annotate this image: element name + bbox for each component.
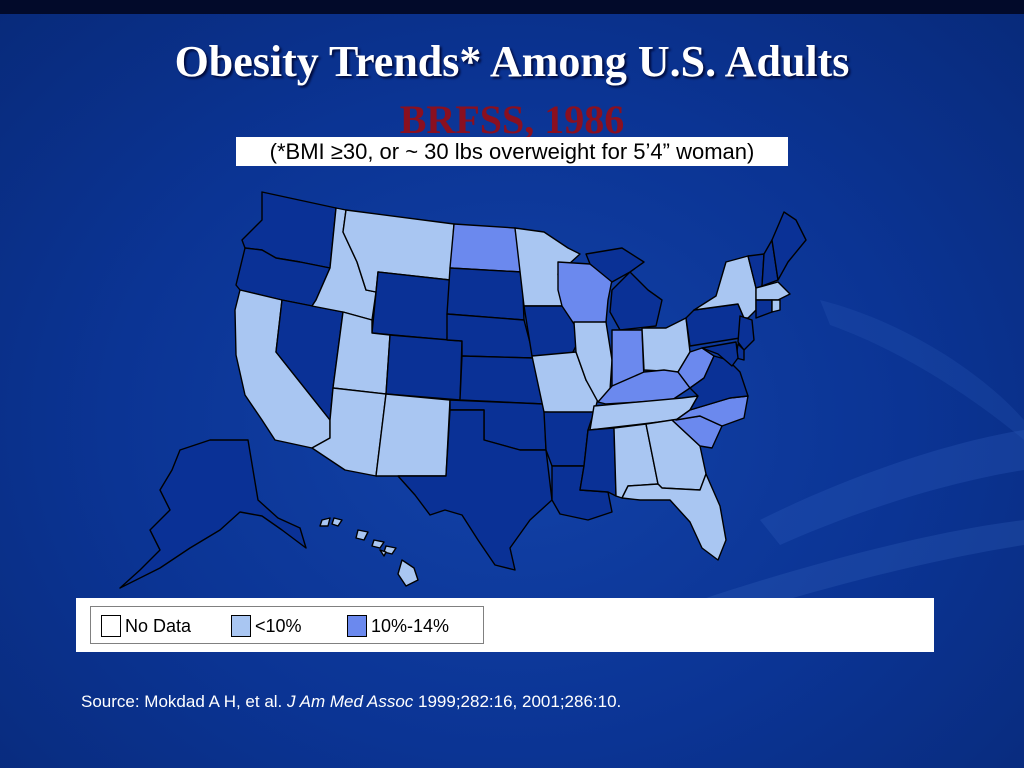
bmi-footnote: (*BMI ≥30, or ~ 30 lbs overweight for 5’… [236,137,788,166]
slide-subtitle: BRFSS, 1986 [399,97,625,142]
source-prefix: Source: Mokdad A H, et al. [81,692,288,711]
state-mi [585,247,663,331]
state-md [701,341,739,367]
state-wy [371,271,451,341]
source-suffix: 1999;282:16, 2001;286:10. [413,692,622,711]
source-citation: Source: Mokdad A H, et al. J Am Med Asso… [81,690,721,714]
state-fl [621,473,727,561]
state-va [689,355,749,411]
us-obesity-map [119,191,807,589]
top-band [0,0,1024,14]
state-ks [459,355,545,405]
state-ct [755,299,773,319]
slide-title: Obesity Trends* Among U.S. Adults [174,37,850,86]
source-journal: J Am Med Assoc [287,692,414,711]
state-ri [771,299,781,313]
state-sd [446,267,525,321]
state-me [771,211,807,281]
state-ma [755,281,791,301]
legend: No Data <10% 10%-14% [90,606,484,644]
legend-item-no-data: No Data [101,614,191,638]
legend-label-lt10: <10% [255,615,302,636]
legend-swatch-no-data [101,615,121,637]
state-co [385,334,463,401]
state-nd [449,223,523,273]
legend-label-10-14: 10%-14% [371,615,450,636]
legend-item-10-14: 10%-14% [347,614,449,638]
legend-label-no-data: No Data [125,615,192,636]
legend-strip: No Data <10% 10%-14% [76,598,934,652]
legend-item-lt10: <10% [231,614,302,638]
legend-swatch-10-14 [347,615,367,637]
state-hi [319,517,419,587]
state-nm [375,393,451,477]
state-nj [737,315,755,351]
legend-swatch-lt10 [231,615,251,637]
state-tx [397,409,553,571]
state-ak [119,439,307,589]
